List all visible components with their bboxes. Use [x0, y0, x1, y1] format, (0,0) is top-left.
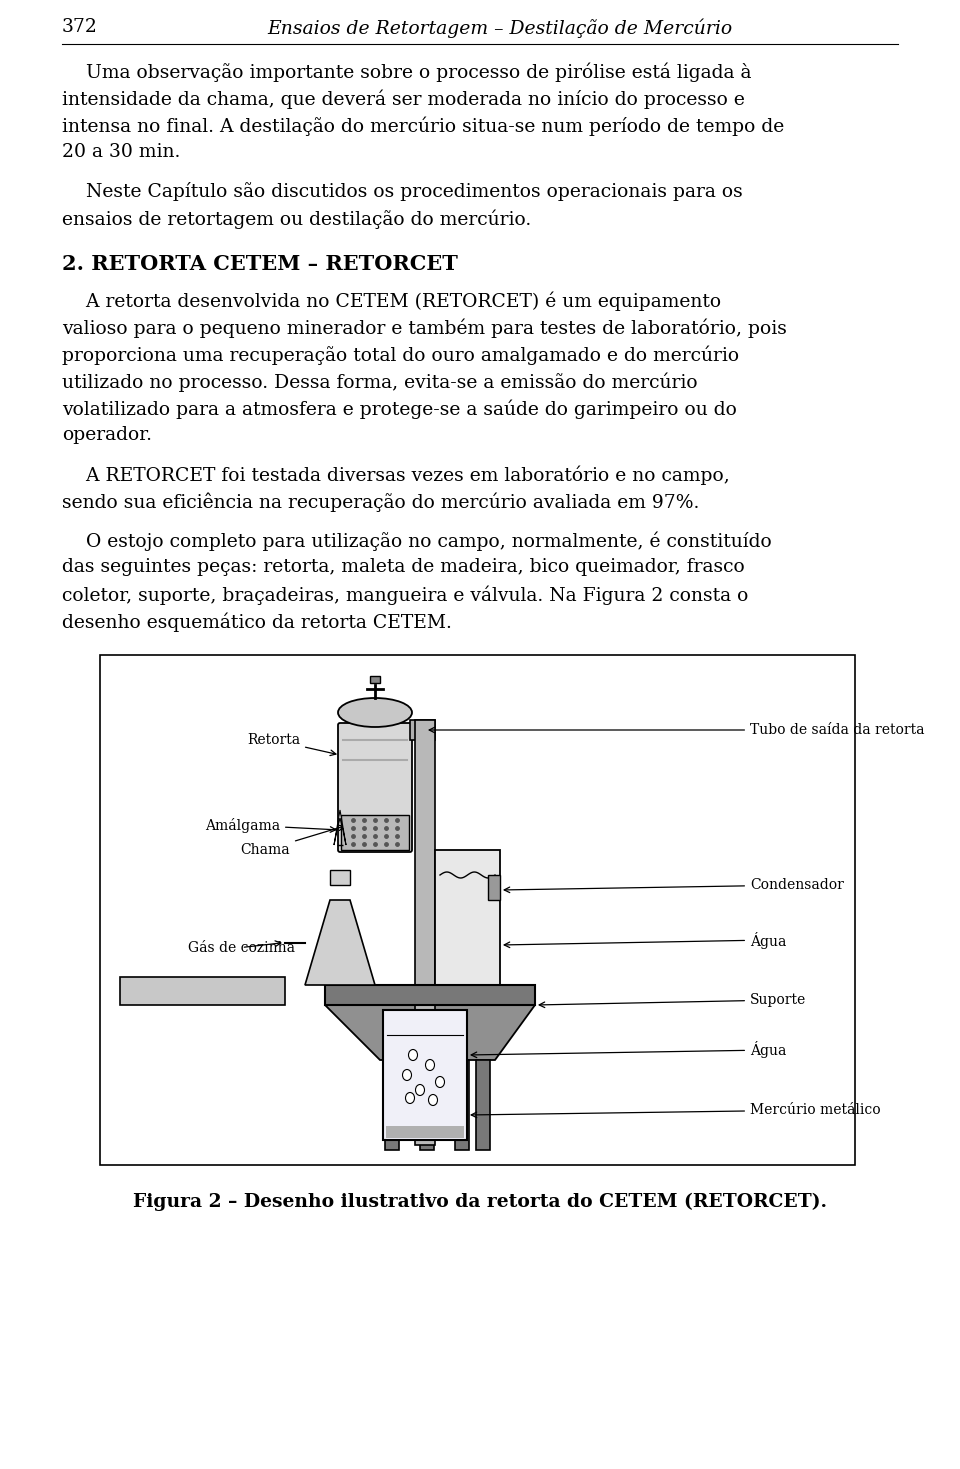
Text: proporciona uma recuperação total do ouro amalgamado e do mercúrio: proporciona uma recuperação total do our…: [62, 345, 739, 364]
Ellipse shape: [338, 698, 412, 727]
FancyBboxPatch shape: [338, 723, 412, 852]
Text: operador.: operador.: [62, 426, 152, 444]
Polygon shape: [305, 900, 375, 986]
Text: Água: Água: [471, 1042, 786, 1059]
Bar: [420, 1061, 434, 1150]
Bar: [476, 1061, 490, 1150]
Bar: [385, 1061, 399, 1150]
Text: Figura 2 – Desenho ilustrativo da retorta do CETEM (RETORCET).: Figura 2 – Desenho ilustrativo da retort…: [133, 1193, 827, 1212]
Text: utilizado no processo. Dessa forma, evita-se a emissão do mercúrio: utilizado no processo. Dessa forma, evit…: [62, 372, 698, 392]
Text: intensidade da chama, que deverá ser moderada no início do processo e: intensidade da chama, que deverá ser mod…: [62, 90, 745, 109]
Text: desenho esquemático da retorta CETEM.: desenho esquemático da retorta CETEM.: [62, 613, 452, 632]
Bar: [386, 1127, 464, 1138]
Text: 2. RETORTA CETEM – RETORCET: 2. RETORTA CETEM – RETORCET: [62, 254, 458, 275]
Bar: [455, 1061, 469, 1150]
Text: Uma observação importante sobre o processo de pirólise está ligada à: Uma observação importante sobre o proces…: [62, 62, 752, 81]
Text: Condensador: Condensador: [504, 878, 844, 893]
Ellipse shape: [436, 1077, 444, 1087]
Bar: [415, 720, 435, 1144]
Text: A RETORCET foi testada diversas vezes em laboratório e no campo,: A RETORCET foi testada diversas vezes em…: [62, 466, 730, 485]
Text: das seguintes peças: retorta, maleta de madeira, bico queimador, frasco: das seguintes peças: retorta, maleta de …: [62, 558, 745, 576]
Text: Retorta: Retorta: [247, 733, 336, 755]
Ellipse shape: [402, 1069, 412, 1081]
Text: A retorta desenvolvida no CETEM (RETORCET) é um equipamento: A retorta desenvolvida no CETEM (RETORCE…: [62, 291, 721, 310]
Bar: [341, 815, 409, 851]
Bar: [410, 720, 435, 740]
Bar: [435, 851, 500, 986]
Text: Neste Capítulo são discutidos os procedimentos operacionais para os: Neste Capítulo são discutidos os procedi…: [62, 182, 743, 201]
Text: Chama: Chama: [240, 826, 344, 856]
Text: Amálgama: Amálgama: [204, 818, 336, 833]
Bar: [383, 1011, 467, 1140]
Bar: [325, 986, 535, 1005]
Bar: [120, 977, 285, 1005]
Bar: [330, 870, 350, 884]
Text: volatilizado para a atmosfera e protege-se a saúde do garimpeiro ou do: volatilizado para a atmosfera e protege-…: [62, 400, 737, 419]
Text: Tubo de saída da retorta: Tubo de saída da retorta: [429, 723, 924, 737]
Text: O estojo completo para utilização no campo, normalmente, é constituído: O estojo completo para utilização no cam…: [62, 530, 772, 551]
Text: sendo sua eficiência na recuperação do mercúrio avaliada em 97%.: sendo sua eficiência na recuperação do m…: [62, 492, 700, 511]
Text: Ensaios de Retortagem – Destilação de Mercúrio: Ensaios de Retortagem – Destilação de Me…: [268, 18, 732, 38]
Ellipse shape: [425, 1059, 435, 1071]
Text: 372: 372: [62, 18, 98, 37]
Text: ensaios de retortagem ou destilação do mercúrio.: ensaios de retortagem ou destilação do m…: [62, 209, 531, 229]
Text: intensa no final. A destilação do mercúrio situa-se num período de tempo de: intensa no final. A destilação do mercúr…: [62, 116, 784, 135]
Bar: [488, 876, 500, 900]
Text: Suporte: Suporte: [540, 993, 806, 1008]
Text: valioso para o pequeno minerador e também para testes de laboratório, pois: valioso para o pequeno minerador e també…: [62, 317, 787, 338]
Polygon shape: [334, 809, 346, 845]
Text: Gás de cozinha: Gás de cozinha: [188, 940, 295, 955]
Text: 20 a 30 min.: 20 a 30 min.: [62, 142, 180, 162]
Polygon shape: [325, 1005, 535, 1061]
Bar: [370, 676, 380, 683]
Ellipse shape: [405, 1093, 415, 1103]
Ellipse shape: [428, 1094, 438, 1106]
Ellipse shape: [416, 1084, 424, 1096]
Ellipse shape: [409, 1049, 418, 1061]
Text: Mercúrio metálico: Mercúrio metálico: [471, 1103, 880, 1118]
Bar: [100, 655, 855, 1165]
Text: coletor, suporte, braçadeiras, mangueira e válvula. Na Figura 2 consta o: coletor, suporte, braçadeiras, mangueira…: [62, 585, 749, 605]
Text: Água: Água: [504, 931, 786, 949]
